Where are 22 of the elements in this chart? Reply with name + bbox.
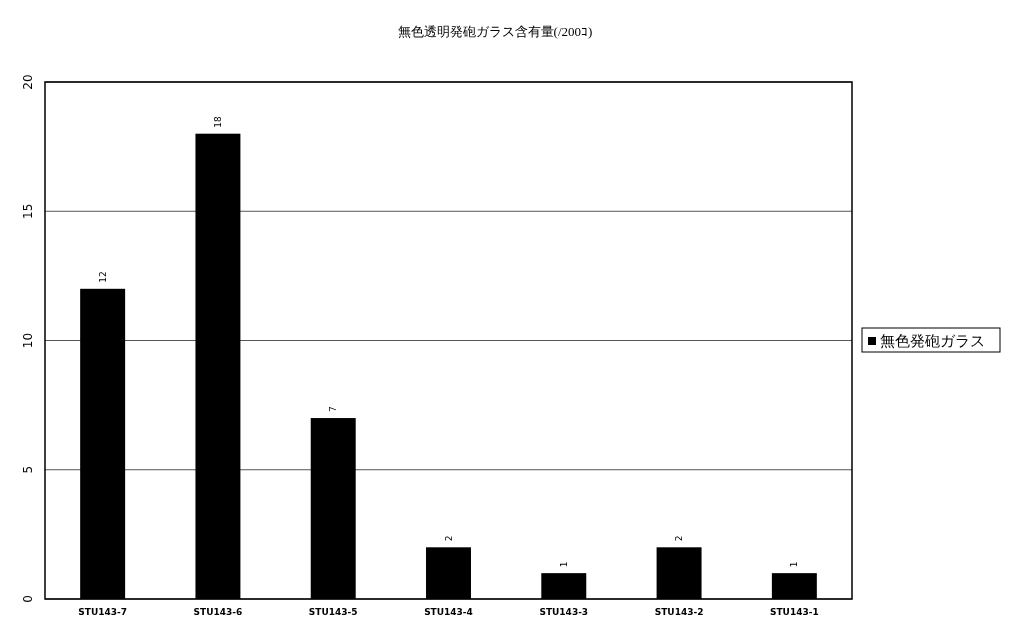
- x-tick-label: STU143-6: [193, 607, 243, 617]
- y-tick-label: 10: [21, 332, 35, 349]
- chart-title: 無色透明発砲ガラス含有量(/200ｺ): [397, 24, 593, 39]
- x-tick-label: STU143-5: [308, 607, 358, 617]
- y-tick-label: 0: [21, 595, 35, 603]
- data-label: 1: [789, 561, 800, 568]
- y-tick-label: 15: [21, 203, 35, 219]
- data-label: 18: [212, 115, 223, 128]
- x-tick-label: STU143-7: [78, 607, 127, 617]
- y-tick-label: 5: [21, 465, 35, 474]
- x-tick-label: STU143-3: [539, 607, 589, 617]
- legend: 無色発砲ガラス: [861, 327, 1001, 353]
- data-label: 1: [558, 561, 569, 568]
- x-tick-label: STU143-2: [654, 607, 704, 617]
- x-tick-label: STU143-4: [424, 607, 473, 617]
- legend-label: 無色発砲ガラス: [880, 333, 985, 349]
- data-label: 7: [328, 406, 339, 413]
- data-label: 2: [674, 535, 685, 542]
- y-tick-label: 20: [21, 74, 35, 90]
- data-label: 12: [97, 271, 108, 283]
- data-label: 2: [443, 535, 454, 542]
- x-tick-label: STU143-1: [770, 607, 819, 617]
